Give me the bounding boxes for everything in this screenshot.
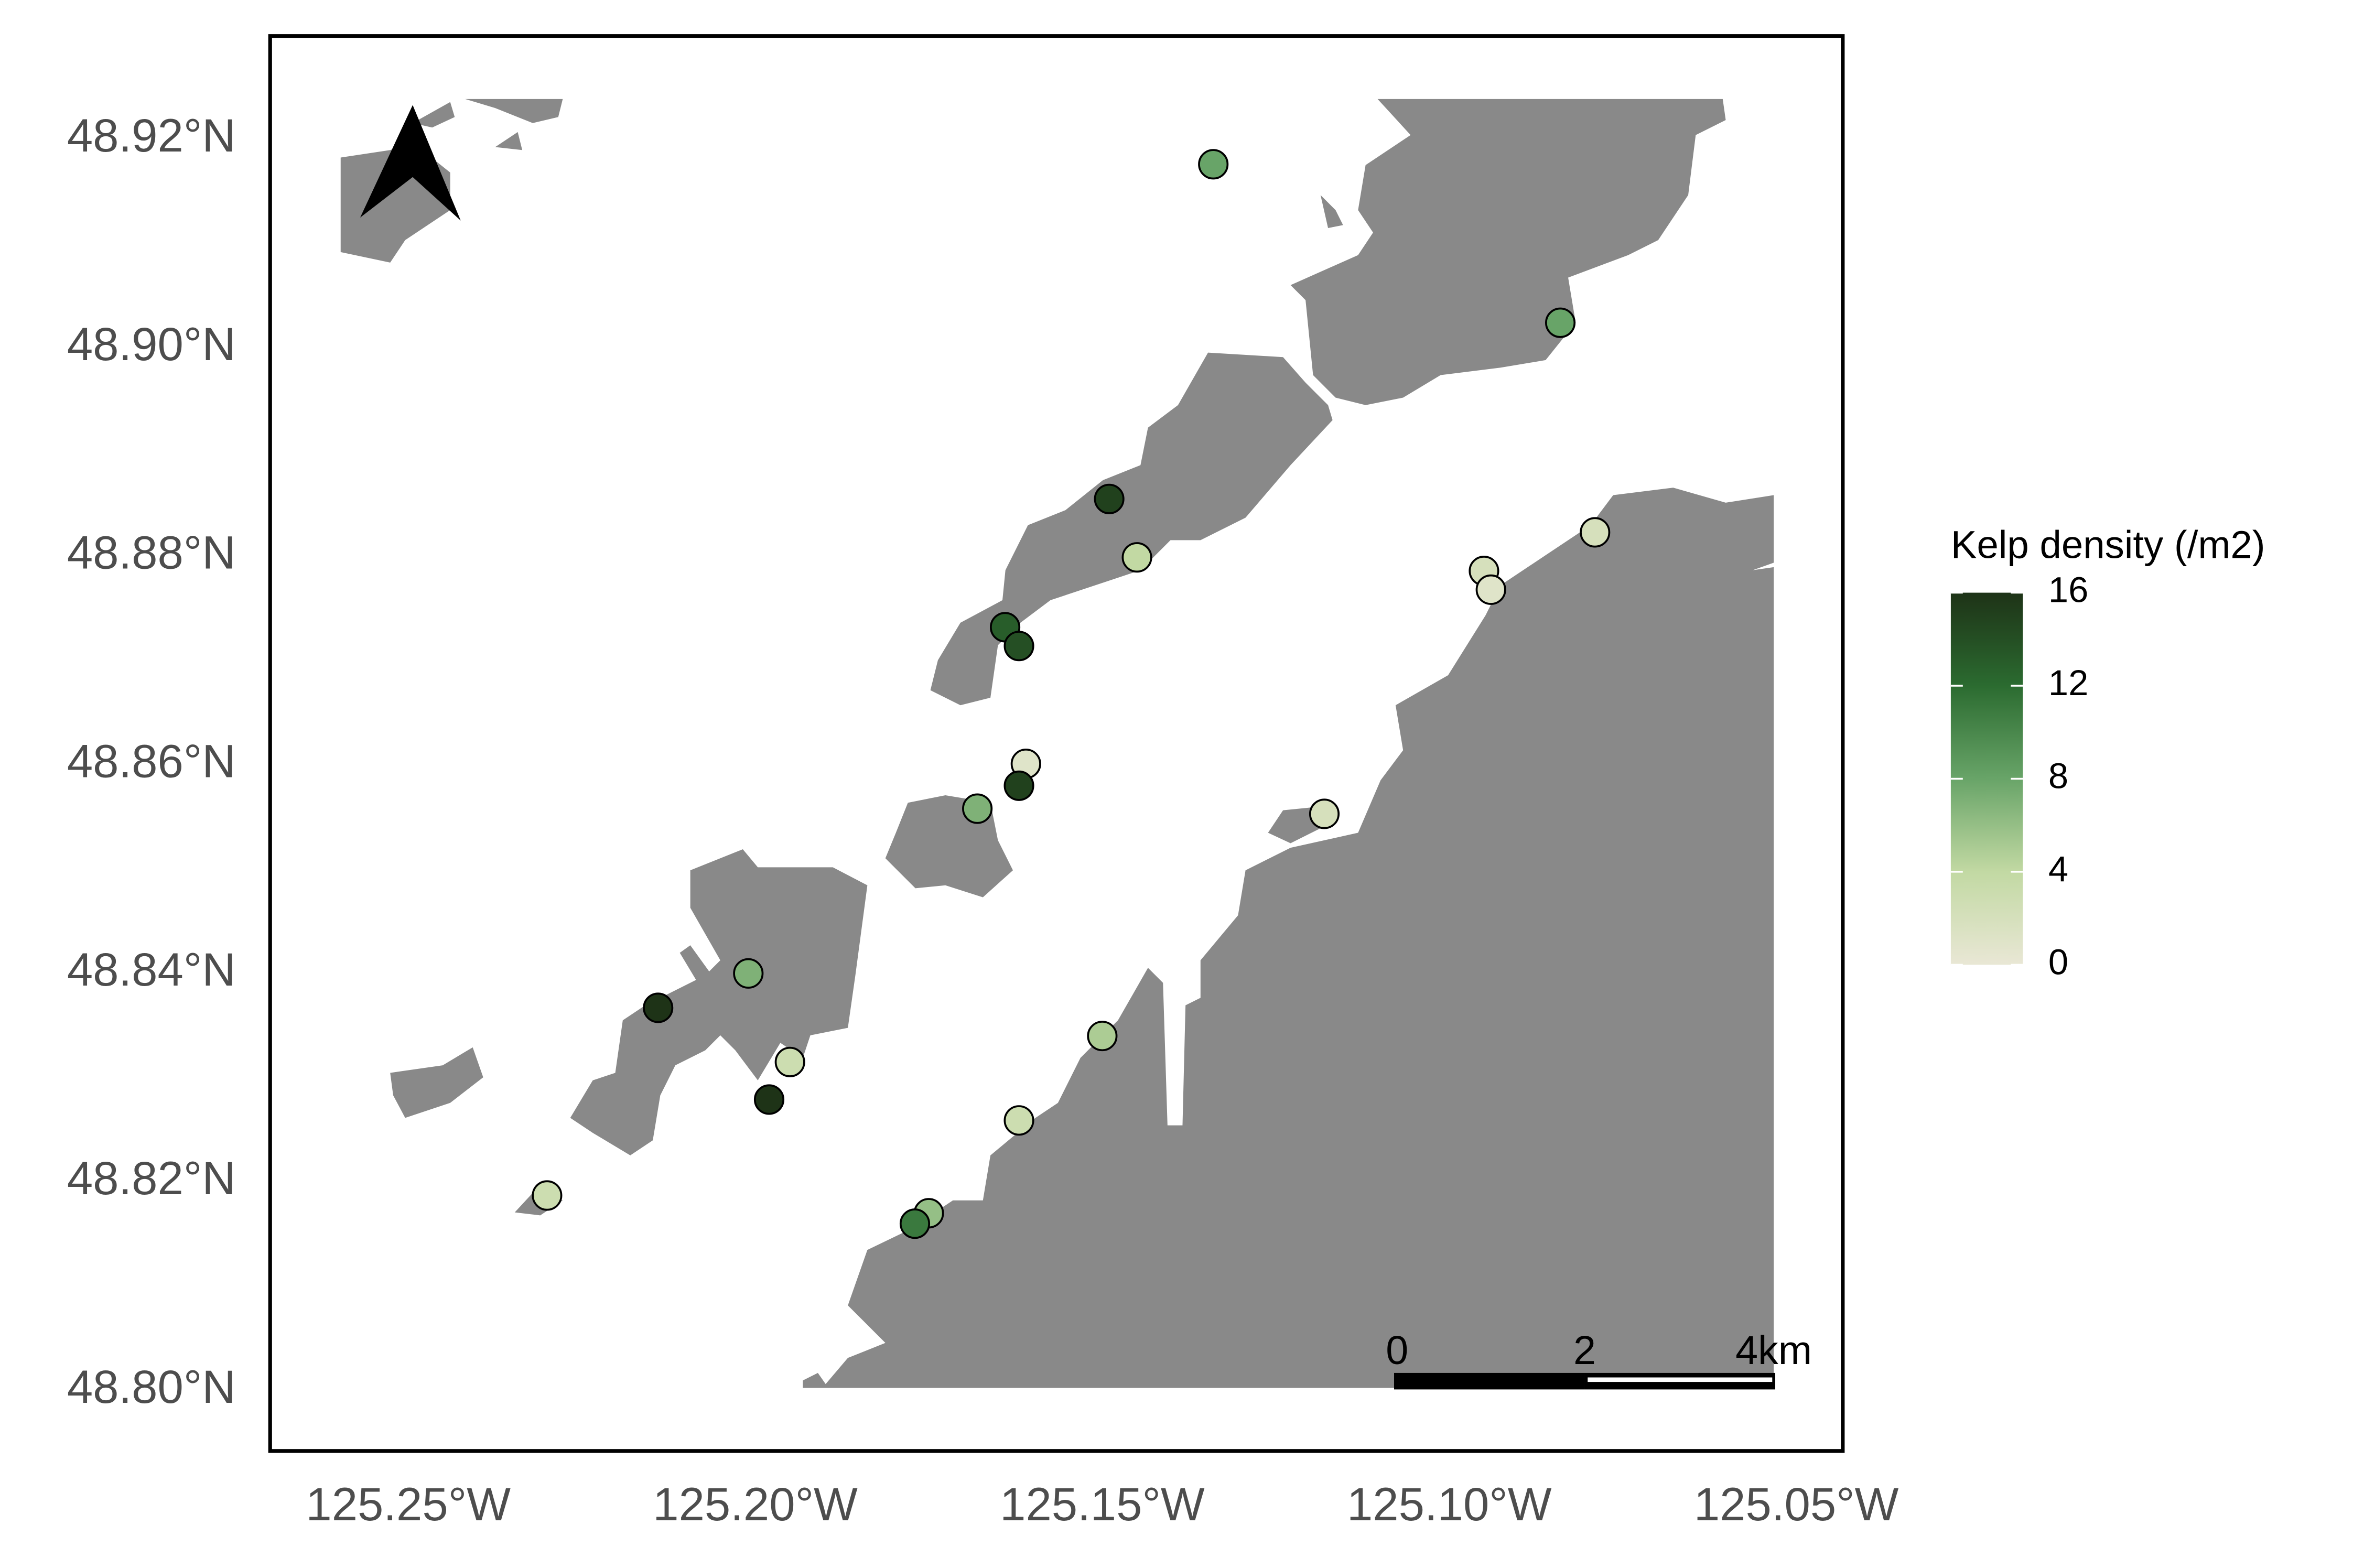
island [570,849,868,1155]
sample-point [899,1208,931,1239]
y-tick-label: 48.86°N [67,735,236,787]
colorbar-tick-label: 16 [2048,570,2088,610]
sample-point [643,992,674,1023]
x-tick-label: 125.15°W [1000,1478,1205,1530]
sample-point [753,1084,785,1115]
scale-label: 0 [1386,1328,1408,1373]
north-arrow [360,105,461,221]
y-tick-label: 48.80°N [67,1361,236,1413]
sample-point [1198,149,1229,180]
scale-label: 4km [1735,1328,1812,1373]
sample-point [1475,574,1506,605]
island [390,1047,483,1118]
sample-point [1309,798,1340,829]
scale-bar-segment [1394,1372,1585,1390]
legend-title: Kelp density (/m2) [1951,523,2265,566]
island [413,102,455,128]
sample-point [1094,483,1125,514]
land-mass [822,488,1774,1388]
island [679,945,710,983]
land-mass [1290,99,1726,405]
sample-point [1087,1021,1118,1052]
sample-point [1003,770,1034,801]
sample-point [532,1180,563,1211]
y-tick-label: 48.88°N [67,527,236,579]
sample-point [1580,517,1611,548]
sample-point [1003,1105,1034,1136]
land [340,99,1774,1388]
scale-label: 2 [1573,1328,1596,1373]
island [930,352,1333,706]
island [495,132,523,150]
y-tick-label: 48.82°N [67,1152,236,1204]
island [803,1372,828,1388]
colorbar-tick-label: 4 [2048,849,2068,889]
colorbar-tick-label: 12 [2048,663,2088,703]
island [1268,807,1321,844]
sample-point [1545,307,1576,338]
scale-bar: 0 2 4km [1386,1328,1812,1390]
island [465,99,563,123]
x-tick-label: 125.10°W [1347,1478,1552,1530]
sample-point [962,793,993,824]
x-tick-label: 125.05°W [1694,1478,1899,1530]
panel-border [268,34,1845,1453]
y-tick-label: 48.92°N [67,110,236,161]
points [532,149,1611,1239]
sample-point [1003,631,1034,662]
sample-point [1121,542,1152,573]
colorbar-tick-label: 8 [2048,756,2068,796]
y-tick-label: 48.90°N [67,318,236,370]
y-tick-label: 48.84°N [67,944,236,996]
x-tick-label: 125.25°W [306,1478,511,1530]
x-tick-label: 125.20°W [653,1478,858,1530]
sample-point [774,1046,805,1077]
scale-bar-segment [1588,1377,1773,1382]
colorbar-tick-label: 0 [2048,942,2068,982]
sample-point [733,958,764,989]
